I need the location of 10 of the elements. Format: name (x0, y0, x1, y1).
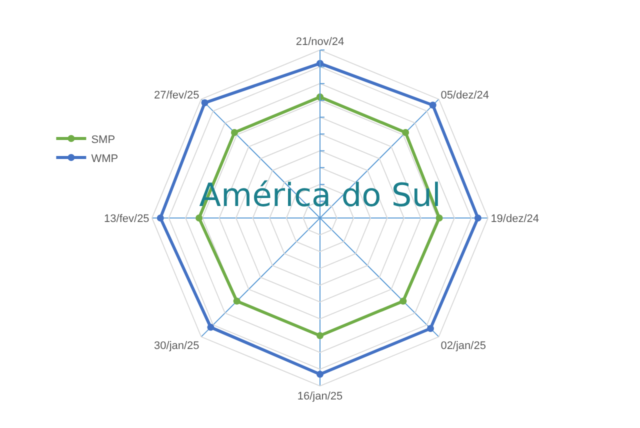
spoke-label: 05/dez/24 (440, 89, 490, 102)
legend-label: WMP (91, 152, 118, 165)
legend-label: SMP (91, 134, 116, 146)
spoke-label: 13/fev/25 (104, 212, 150, 225)
spoke-label: 16/jan/25 (297, 390, 343, 403)
spoke-label: 30/jan/25 (154, 340, 200, 352)
spoke-label: 19/dez/24 (490, 212, 540, 225)
spoke-label: 21/nov/24 (296, 36, 344, 48)
spoke-label: 02/jan/25 (440, 340, 486, 352)
spoke-label: 27/fev/25 (154, 89, 200, 102)
